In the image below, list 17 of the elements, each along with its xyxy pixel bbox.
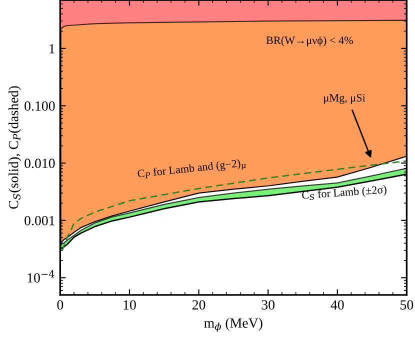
y-tick-label: 0.001: [24, 216, 54, 226]
y-axis-title: C$_{S}$(solid), C$_{P}$(dashed): [8, 86, 22, 209]
x-tick-label: 20: [192, 300, 206, 310]
x-tick-label: 30: [262, 300, 275, 310]
line-series: [62, 160, 407, 252]
annotation: BR(W→μνϕ) < 4%: [266, 36, 353, 46]
x-tick-label: 40: [330, 300, 344, 310]
y-tick-label: 1: [50, 44, 54, 54]
x-tick-label: 0: [57, 300, 64, 310]
y-tick-label: 0.010: [24, 158, 55, 168]
y-tick-label: 0.100: [24, 101, 55, 111]
x-tick-label: 50: [400, 300, 414, 310]
y-tick-label: 10$^{−4}$: [28, 270, 54, 283]
x-tick-label: 10: [124, 300, 136, 310]
annotation: μMg, μSi: [324, 94, 366, 104]
x-axis-title: m$_{ϕ}$ (MeV): [204, 318, 262, 332]
annotation: C$_{P}$ for Lamb and (g−2)$_{μ}$: [137, 158, 246, 181]
